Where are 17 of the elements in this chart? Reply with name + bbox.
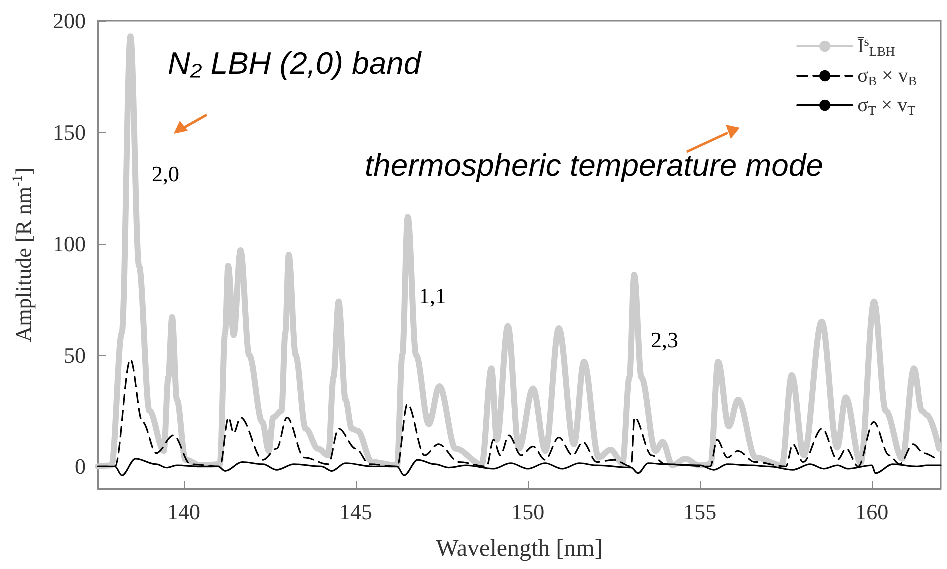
annotation: 2,0 — [152, 162, 180, 186]
y-tick-label: 0 — [75, 454, 86, 480]
y-tick-label: 200 — [53, 8, 86, 34]
x-tick-label: 140 — [168, 500, 201, 524]
x-tick-label: 150 — [512, 500, 545, 524]
x-tick-label: 160 — [856, 500, 889, 524]
x-tick-label: 155 — [684, 500, 717, 524]
annotation: 2,3 — [651, 328, 678, 352]
annotation: 1,1 — [419, 284, 446, 308]
y-tick-label: 100 — [53, 231, 86, 256]
annotation: N₂ LBH (2,0) band — [168, 46, 423, 81]
y-tick-label: 50 — [64, 342, 86, 368]
annotation: thermospheric temperature mode — [365, 148, 824, 183]
x-tick-label: 145 — [340, 500, 373, 524]
y-tick-label: 150 — [53, 120, 86, 145]
x-axis-title: Wavelength [nm] — [436, 536, 603, 562]
y-axis-title: Amplitude [R nm-1] — [10, 168, 36, 342]
